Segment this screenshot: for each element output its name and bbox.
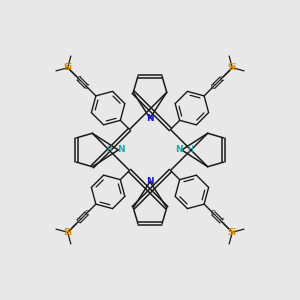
Text: H: H (188, 146, 193, 154)
Text: C: C (84, 210, 89, 216)
Text: C: C (84, 84, 89, 90)
Text: C: C (211, 84, 216, 90)
Text: C: C (211, 210, 216, 216)
Text: C: C (76, 218, 81, 224)
Text: Si: Si (228, 228, 237, 237)
Text: C: C (76, 76, 81, 82)
Text: H: H (107, 146, 112, 154)
Text: Si: Si (228, 63, 237, 72)
Text: Si: Si (63, 63, 72, 72)
Text: C: C (219, 218, 224, 224)
Text: N: N (146, 177, 154, 186)
Text: N: N (176, 146, 183, 154)
Text: N: N (117, 146, 124, 154)
Text: Si: Si (63, 228, 72, 237)
Text: C: C (219, 76, 224, 82)
Text: N: N (146, 114, 154, 123)
